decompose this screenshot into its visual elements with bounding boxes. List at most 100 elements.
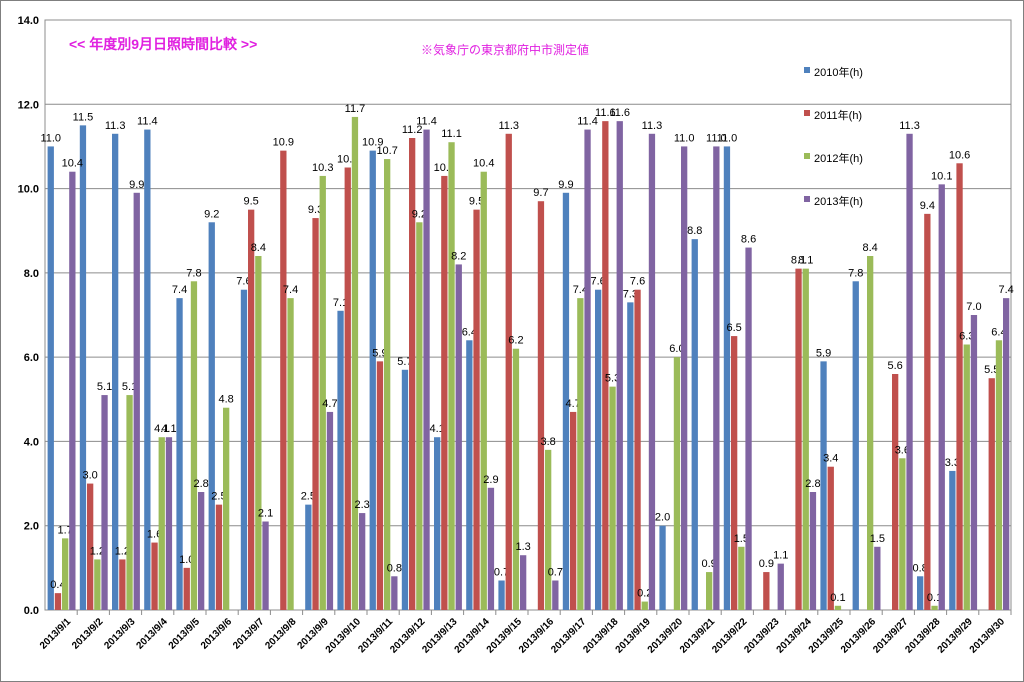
bar-2012年(h)-2013/9/9	[319, 175, 326, 610]
bar-2010年(h)-2013/9/21	[691, 239, 698, 610]
data-label: 9.5	[244, 196, 259, 208]
bar-2011年(h)-2013/9/1	[54, 593, 62, 610]
x-tick-label: 2013/9/7	[231, 616, 267, 652]
bar-2010年(h)-2013/9/7	[240, 289, 248, 610]
data-label: 5.9	[372, 347, 387, 359]
bar-2012年(h)-2013/9/1	[62, 538, 69, 610]
data-label: 10.9	[273, 137, 294, 149]
data-label: 9.9	[129, 179, 144, 191]
data-label: 6.5	[727, 322, 742, 334]
data-label: 0.9	[702, 558, 717, 570]
bar-2012年(h)-2013/9/5	[190, 281, 198, 610]
bar-2013年(h)-2013/9/28	[938, 184, 945, 610]
data-label: 7.1	[333, 297, 348, 309]
bar-2013年(h)-2013/9/26	[874, 546, 881, 610]
data-label: 7.4	[283, 284, 298, 296]
bar-2013年(h)-2013/9/5	[198, 492, 205, 610]
data-label: 7.6	[591, 276, 606, 288]
bar-2012年(h)-2013/9/15	[512, 348, 520, 610]
data-label: 8.4	[251, 242, 266, 254]
bar-2011年(h)-2013/9/5	[183, 567, 190, 610]
data-label: 0.1	[927, 592, 942, 604]
data-label: 10.3	[312, 162, 333, 174]
y-tick-label: 6.0	[24, 352, 39, 364]
data-label: 11.0	[40, 132, 61, 144]
bar-2011年(h)-2013/9/4	[151, 542, 158, 610]
data-label: 7.4	[573, 284, 588, 296]
data-label: 9.2	[412, 208, 427, 220]
data-label: 5.5	[984, 364, 999, 376]
data-label: 1.0	[179, 554, 194, 566]
bar-2011年(h)-2013/9/7	[248, 209, 255, 610]
data-label: 8.8	[687, 225, 702, 237]
data-label: 3.4	[823, 453, 838, 465]
bar-2010年(h)-2013/9/3	[112, 133, 119, 611]
bar-2013年(h)-2013/9/29	[970, 315, 978, 610]
bar-2011年(h)-2013/9/22	[731, 336, 738, 610]
legend-item: 2012年(h)	[804, 150, 944, 193]
bar-2012年(h)-2013/9/3	[126, 395, 133, 610]
data-label: 2.8	[805, 478, 820, 490]
bar-2010年(h)-2013/9/10	[337, 310, 344, 610]
data-label: 2.5	[211, 491, 226, 503]
data-label: 10.4	[62, 158, 83, 170]
bar-2013年(h)-2013/9/17	[584, 129, 591, 611]
bar-2012年(h)-2013/9/6	[223, 407, 230, 610]
bar-2011年(h)-2013/9/16	[537, 201, 545, 610]
bar-2012年(h)-2013/9/28	[931, 605, 938, 610]
bar-2011年(h)-2013/9/12	[409, 138, 416, 610]
bar-2010年(h)-2013/9/13	[434, 437, 441, 610]
data-label: 0.9	[759, 558, 774, 570]
data-label: 10.9	[362, 137, 383, 149]
data-label: 6.4	[462, 326, 477, 338]
x-tick-label: 2013/9/8	[263, 616, 299, 652]
bar-2010年(h)-2013/9/1	[47, 146, 54, 610]
bar-2013年(h)-2013/9/4	[165, 437, 173, 610]
data-label: 11.3	[642, 120, 663, 132]
data-label: 11.1	[441, 128, 462, 140]
bar-2010年(h)-2013/9/19	[627, 302, 634, 610]
bar-2011年(h)-2013/9/11	[376, 361, 384, 610]
legend-item: 2010年(h)	[804, 64, 944, 107]
bar-2011年(h)-2013/9/28	[924, 213, 931, 610]
bar-2012年(h)-2013/9/26	[867, 256, 874, 610]
data-label: 1.2	[115, 545, 130, 557]
data-label: 9.3	[308, 204, 323, 216]
bar-2011年(h)-2013/9/27	[892, 374, 899, 610]
data-label: 1.5	[734, 533, 749, 545]
data-label: 11.4	[137, 116, 158, 128]
bar-2011年(h)-2013/9/13	[441, 175, 448, 610]
bar-2011年(h)-2013/9/3	[119, 559, 126, 610]
data-label: 5.6	[888, 360, 903, 372]
bar-2010年(h)-2013/9/29	[949, 470, 956, 610]
bar-2013年(h)-2013/9/24	[809, 492, 817, 610]
bar-2012年(h)-2013/9/8	[287, 298, 294, 610]
bar-2013年(h)-2013/9/2	[101, 395, 108, 610]
bar-2011年(h)-2013/9/18	[602, 121, 609, 611]
data-label: 3.6	[895, 444, 910, 456]
legend-item: 2013年(h)	[804, 193, 944, 236]
data-label: 10.1	[931, 170, 952, 182]
legend-swatch	[804, 67, 810, 73]
data-label: 11.0	[706, 132, 727, 144]
data-label: 11.5	[73, 111, 94, 123]
bar-2012年(h)-2013/9/13	[448, 142, 455, 610]
data-label: 4.1	[430, 423, 445, 435]
data-label: 9.4	[920, 200, 935, 212]
data-label: 0.7	[548, 567, 563, 579]
legend-label: 2013年(h)	[814, 196, 863, 208]
data-label: 7.4	[999, 284, 1014, 296]
data-label: 5.1	[97, 381, 112, 393]
y-tick-label: 10.0	[18, 184, 39, 196]
x-tick-label: 2013/9/3	[102, 616, 138, 652]
bar-2013年(h)-2013/9/3	[133, 192, 140, 611]
bar-2011年(h)-2013/9/2	[87, 483, 94, 610]
bar-2010年(h)-2013/9/25	[820, 361, 827, 610]
bar-2012年(h)-2013/9/24	[802, 268, 809, 610]
data-label: 1.6	[147, 529, 162, 541]
bar-2011年(h)-2013/9/19	[634, 289, 641, 610]
bar-2010年(h)-2013/9/5	[176, 298, 183, 610]
legend-swatch	[804, 153, 810, 159]
legend: 2010年(h) 2011年(h) 2012年(h) 2013年(h)	[804, 64, 944, 236]
data-label: 1.7	[58, 524, 73, 536]
